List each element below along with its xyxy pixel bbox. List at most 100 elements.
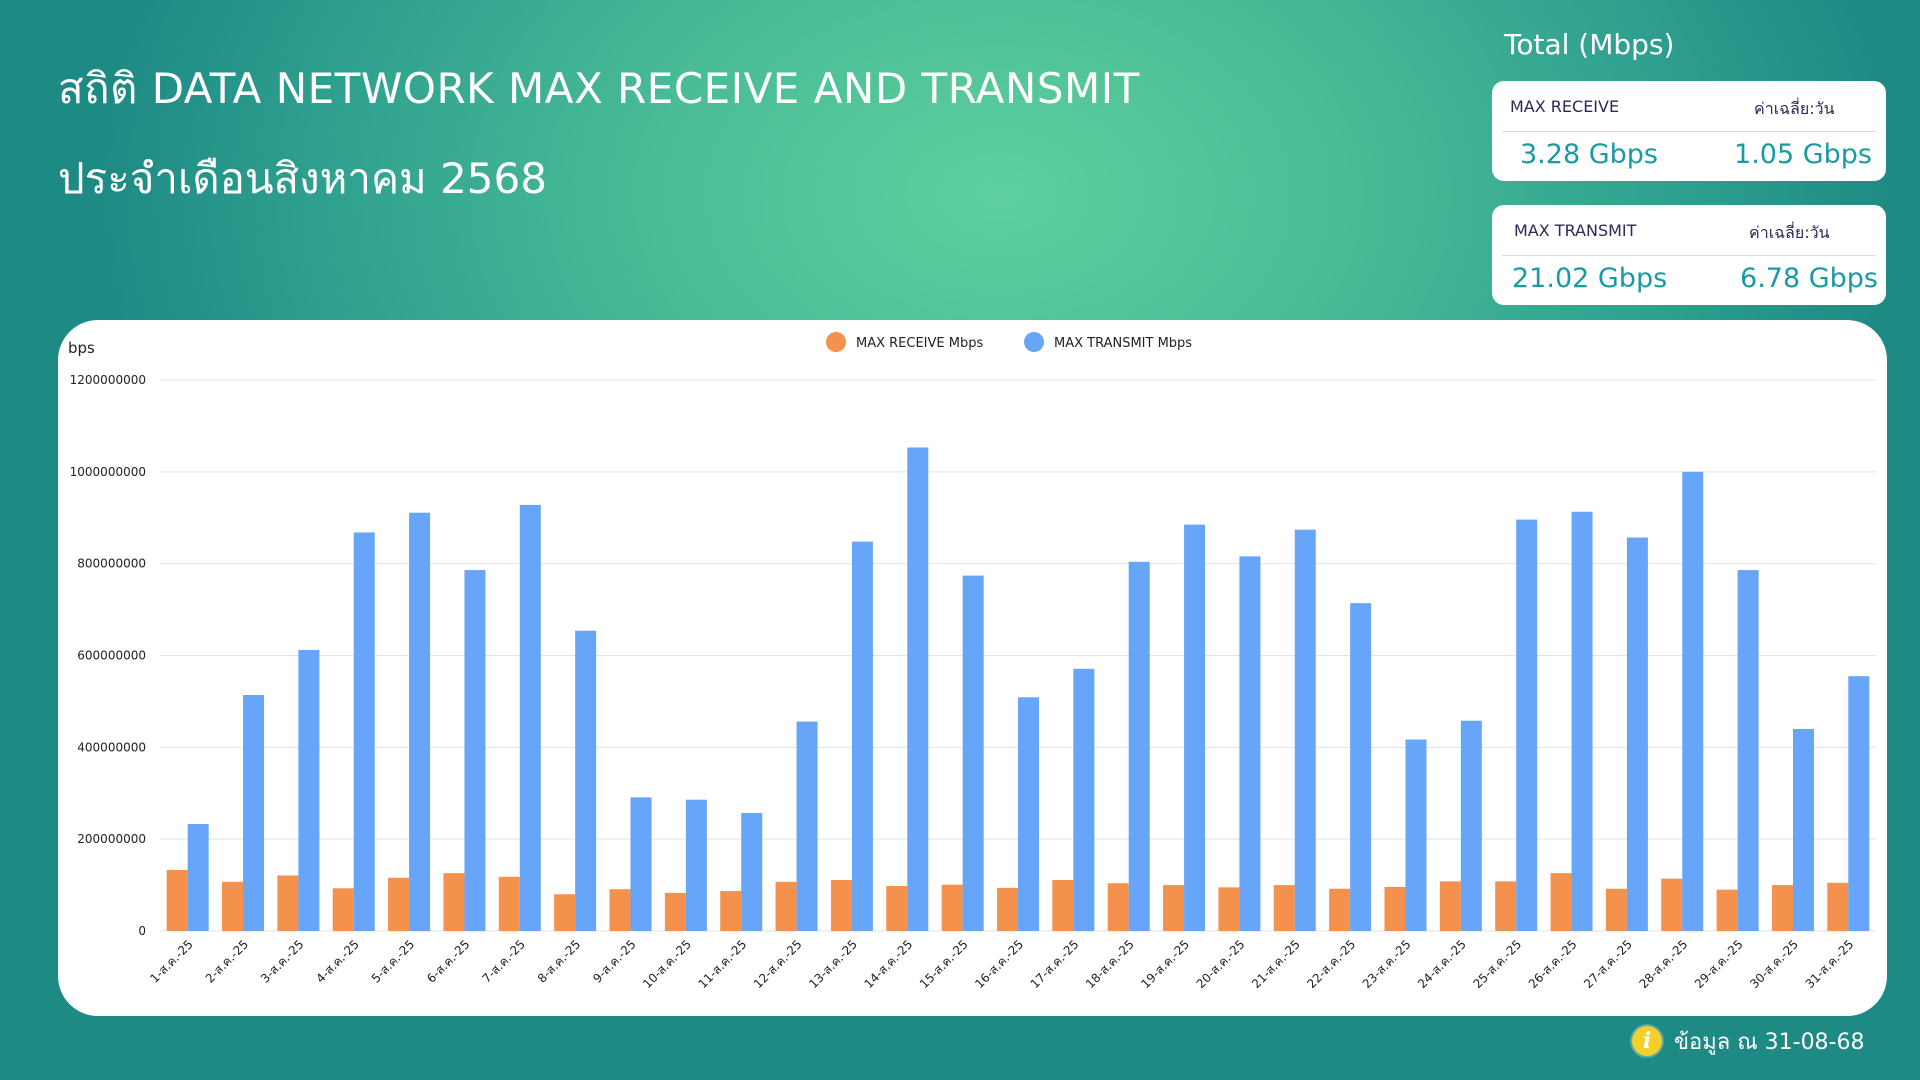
- legend-label-transmit: MAX TRANSMIT Mbps: [1054, 336, 1192, 351]
- receive-max-value: 3.28 Gbps: [1520, 139, 1658, 170]
- transmit-bar: [1848, 676, 1870, 931]
- page-subtitle: ประจำเดือนสิงหาคม 2568: [58, 154, 547, 203]
- transmit-bar: [187, 824, 209, 931]
- x-tick-label: 31-ส.ค.-25: [1803, 937, 1857, 991]
- x-tick-label: 25-ส.ค.-25: [1470, 937, 1524, 991]
- x-tick-label: 3-ส.ค.-25: [258, 937, 306, 985]
- transmit-max-value: 21.02 Gbps: [1512, 263, 1668, 294]
- receive-avg-label: ค่าเฉลี่ย:วัน: [1754, 99, 1835, 118]
- receive-bar: [664, 892, 686, 931]
- transmit-bar: [1682, 471, 1704, 931]
- transmit-bar: [1073, 668, 1095, 931]
- x-tick-label: 8-ส.ค.-25: [535, 937, 583, 985]
- transmit-bar: [519, 504, 541, 931]
- transmit-bar: [1516, 519, 1538, 931]
- x-tick-label: 26-ส.ค.-25: [1526, 937, 1580, 991]
- receive-bar: [609, 889, 631, 931]
- transmit-bar: [1018, 697, 1039, 931]
- y-tick-label: 1200000000: [70, 373, 146, 387]
- x-tick-label: 1-ส.ค.-25: [147, 937, 195, 985]
- receive-bar: [277, 875, 299, 931]
- transmit-bar: [1792, 728, 1814, 931]
- transmit-bar: [685, 799, 707, 931]
- transmit-label: MAX TRANSMIT: [1514, 221, 1637, 240]
- receive-bar: [166, 869, 188, 931]
- receive-bar: [332, 888, 354, 931]
- transmit-bar: [741, 812, 763, 931]
- receive-bar: [1107, 883, 1129, 931]
- page-title: สถิติ DATA NETWORK MAX RECEIVE AND TRANS…: [58, 64, 1140, 113]
- receive-bar: [830, 880, 852, 931]
- receive-bar: [554, 894, 576, 931]
- x-tick-label: 11-ส.ค.-25: [695, 937, 749, 991]
- receive-bar: [1273, 885, 1295, 931]
- receive-bar: [1052, 880, 1074, 931]
- data-as-of: i ข้อมูล ณ 31-08-68: [1632, 1024, 1865, 1058]
- receive-bar: [1329, 888, 1351, 931]
- transmit-bar: [1294, 529, 1316, 931]
- transmit-summary-card: MAX TRANSMIT ค่าเฉลี่ย:วัน 21.02 Gbps 6.…: [1492, 205, 1886, 305]
- receive-bar: [498, 876, 520, 931]
- receive-bar: [1827, 882, 1849, 931]
- x-tick-label: 16-ส.ค.-25: [972, 937, 1026, 991]
- y-tick-label: 0: [138, 924, 146, 938]
- x-tick-label: 6-ส.ค.-25: [424, 937, 472, 985]
- x-tick-label: 28-ส.ค.-25: [1637, 937, 1691, 991]
- transmit-bar: [243, 694, 265, 931]
- receive-summary-card: MAX RECEIVE ค่าเฉลี่ย:วัน 3.28 Gbps 1.05…: [1492, 81, 1886, 181]
- transmit-bar: [1626, 537, 1648, 931]
- transmit-bar: [1405, 739, 1427, 931]
- receive-bar: [886, 886, 908, 931]
- x-tick-label: 14-ส.ค.-25: [862, 937, 916, 991]
- x-tick-label: 2-ส.ค.-25: [203, 937, 251, 985]
- x-tick-label: 29-ส.ค.-25: [1692, 937, 1746, 991]
- info-icon: i: [1632, 1026, 1662, 1056]
- receive-bar: [388, 877, 410, 931]
- bar-chart: bps 0 200000000 400000000 600000000 800000000…: [68, 332, 1876, 991]
- receive-bar: [1384, 886, 1406, 931]
- receive-bar: [1550, 873, 1572, 931]
- transmit-bar: [353, 532, 375, 931]
- transmit-bar: [630, 797, 652, 931]
- x-tick-label: 10-ส.ค.-25: [640, 937, 694, 991]
- transmit-avg-label: ค่าเฉลี่ย:วัน: [1749, 223, 1830, 242]
- receive-bar: [1716, 889, 1738, 931]
- x-tick-label: 17-ส.ค.-25: [1028, 937, 1082, 991]
- receive-bar: [222, 881, 244, 931]
- y-tick-label: 600000000: [77, 649, 146, 663]
- y-tick-label: 1000000000: [70, 465, 146, 479]
- data-as-of-text: ข้อมูล ณ 31-08-68: [1674, 1029, 1865, 1055]
- transmit-bar: [796, 721, 818, 931]
- transmit-bar: [1571, 511, 1593, 931]
- receive-avg-value: 1.05 Gbps: [1734, 139, 1872, 170]
- x-tick-label: 24-ส.ค.-25: [1415, 937, 1469, 991]
- x-tick-label: 23-ส.ค.-25: [1360, 937, 1414, 991]
- receive-bar: [997, 887, 1018, 931]
- x-tick-label: 13-ส.ค.-25: [806, 937, 860, 991]
- y-tick-label: 400000000: [77, 740, 146, 754]
- transmit-bar: [1128, 561, 1150, 931]
- y-tick-label: 800000000: [77, 557, 146, 571]
- receive-bar: [1771, 885, 1793, 931]
- transmit-bar: [1737, 570, 1759, 931]
- transmit-bar: [1184, 524, 1206, 931]
- receive-bar: [720, 891, 742, 931]
- receive-bar: [1163, 885, 1185, 931]
- total-label: Total (Mbps): [1504, 28, 1675, 61]
- transmit-bar: [1460, 720, 1482, 931]
- legend-marker-receive: [826, 332, 846, 352]
- transmit-bar: [851, 541, 873, 931]
- transmit-bar: [907, 447, 929, 931]
- transmit-bar: [298, 649, 320, 931]
- receive-bar: [775, 881, 797, 931]
- x-tick-label: 21-ส.ค.-25: [1249, 937, 1303, 991]
- transmit-avg-value: 6.78 Gbps: [1740, 263, 1878, 294]
- receive-bar: [1218, 887, 1240, 931]
- receive-bar: [443, 873, 465, 931]
- receive-bar: [1439, 881, 1461, 931]
- x-tick-label: 7-ส.ค.-25: [479, 937, 527, 985]
- x-tick-label: 15-ส.ค.-25: [917, 937, 971, 991]
- x-tick-label: 20-ส.ค.-25: [1194, 937, 1248, 991]
- x-tick-label: 5-ส.ค.-25: [369, 937, 417, 985]
- x-tick-label: 12-ส.ค.-25: [751, 937, 805, 991]
